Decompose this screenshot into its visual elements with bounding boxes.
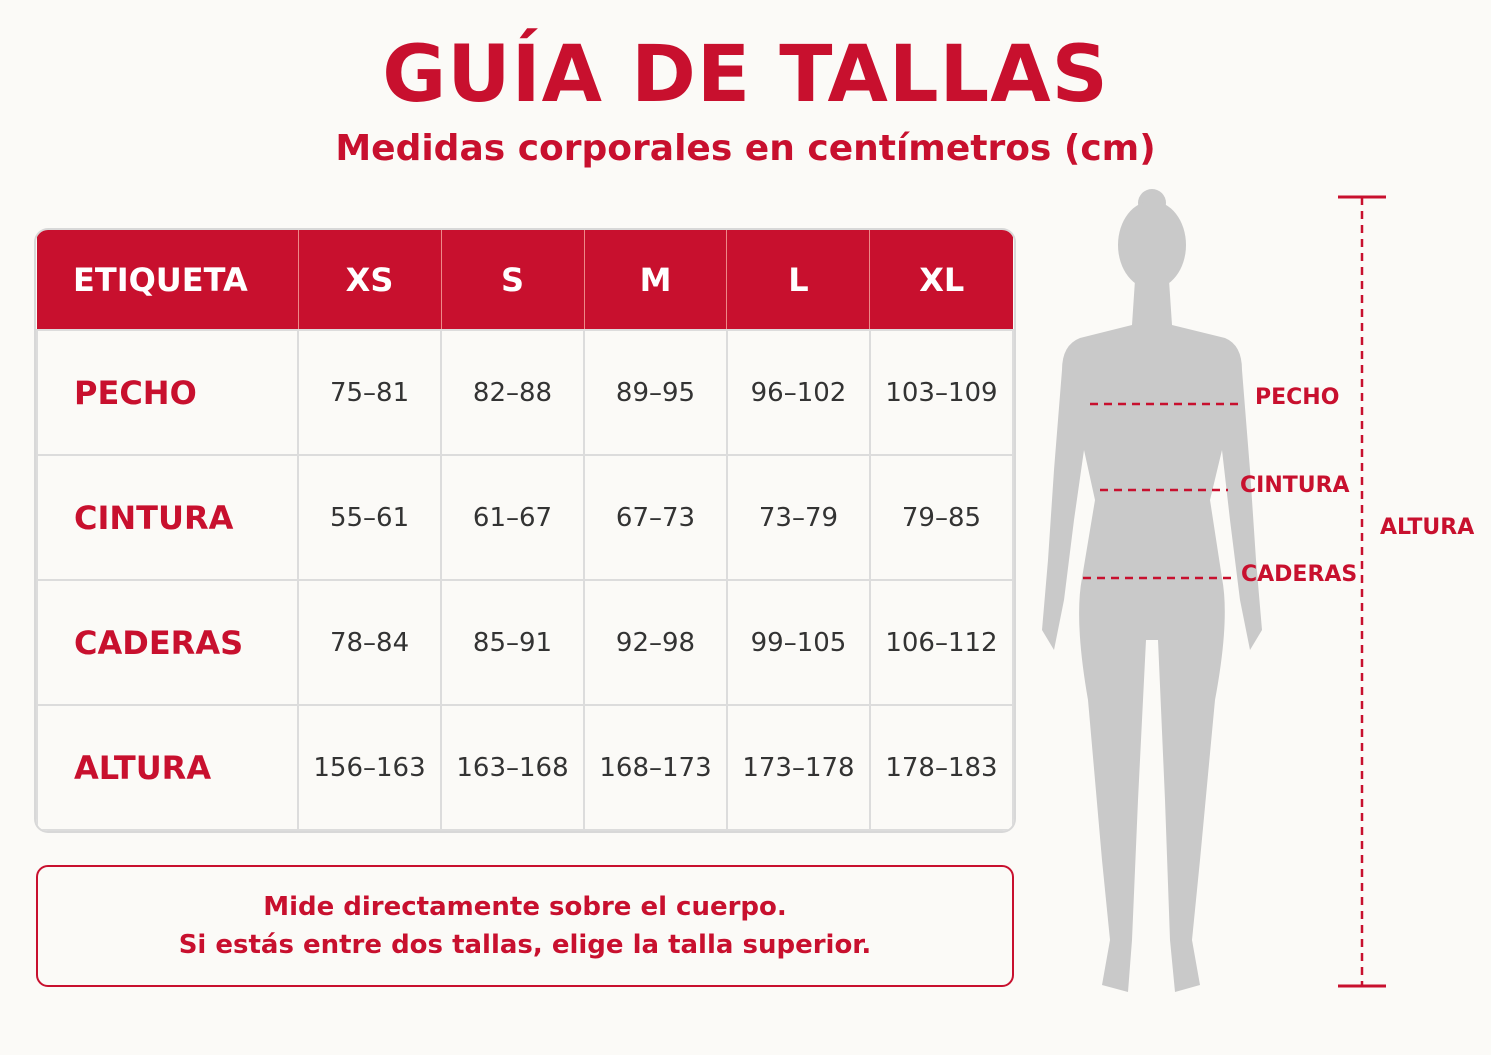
column-header: XS xyxy=(297,230,442,330)
cell: 75–81 xyxy=(297,329,443,456)
cell: 106–112 xyxy=(868,579,1014,706)
column-header: S xyxy=(440,230,584,330)
cell: 173–178 xyxy=(725,704,871,831)
cell: 163–168 xyxy=(440,704,585,831)
figure-label: CINTURA xyxy=(1240,473,1350,498)
figure-label: CADERAS xyxy=(1241,562,1357,587)
row-label: CADERAS xyxy=(36,579,300,706)
cell: 178–183 xyxy=(868,704,1014,831)
cell: 61–67 xyxy=(440,454,585,581)
cell: 85–91 xyxy=(440,579,585,706)
subtitle: Medidas corporales en centímetros (cm) xyxy=(335,128,1156,169)
cell: 156–163 xyxy=(297,704,443,831)
note-line: Mide directamente sobre el cuerpo. xyxy=(263,892,787,922)
table-row: PECHO 75–81 82–88 89–95 96–102 103–109 xyxy=(36,329,1014,456)
cell: 82–88 xyxy=(440,329,585,456)
cell: 55–61 xyxy=(297,454,443,581)
note-line: Si estás entre dos tallas, elige la tall… xyxy=(178,930,872,960)
cell: 89–95 xyxy=(583,329,728,456)
column-header: L xyxy=(726,230,870,330)
cell: 168–173 xyxy=(583,704,728,831)
height-label: ALTURA xyxy=(1380,515,1474,540)
silhouette xyxy=(1042,189,1262,992)
cell: 99–105 xyxy=(725,579,871,706)
size-table: ETIQUETA XS S M L XL PECHO 75–81 82–88 89–95 96–10… xyxy=(36,230,1014,831)
column-header: XL xyxy=(869,230,1013,330)
height-caps xyxy=(1338,195,1386,988)
column-header: M xyxy=(583,230,727,330)
table-row: CINTURA 55–61 61–67 67–73 73–79 79–85 xyxy=(36,454,1014,581)
cell: 96–102 xyxy=(725,329,871,456)
note: Mide directamente sobre el cuerpo. Si es… xyxy=(36,865,1014,987)
row-label: ALTURA xyxy=(36,704,300,831)
row-label: CINTURA xyxy=(36,454,300,581)
cell: 78–84 xyxy=(297,579,443,706)
cell: 73–79 xyxy=(725,454,871,581)
title: GUÍA DE TALLAS xyxy=(382,30,1109,120)
table-row: ALTURA 156–163 163–168 168–173 173–178 178–18… xyxy=(36,704,1014,831)
cell: 79–85 xyxy=(868,454,1014,581)
cell: 92–98 xyxy=(583,579,728,706)
row-label: PECHO xyxy=(36,329,300,456)
table-row: CADERAS 78–84 85–91 92–98 99–105 106–112 xyxy=(36,579,1014,706)
column-header: ETIQUETA xyxy=(37,230,299,330)
cell: 103–109 xyxy=(868,329,1014,456)
measure-lines xyxy=(1083,197,1364,986)
cell: 67–73 xyxy=(583,454,728,581)
figure-label: PECHO xyxy=(1255,385,1339,410)
